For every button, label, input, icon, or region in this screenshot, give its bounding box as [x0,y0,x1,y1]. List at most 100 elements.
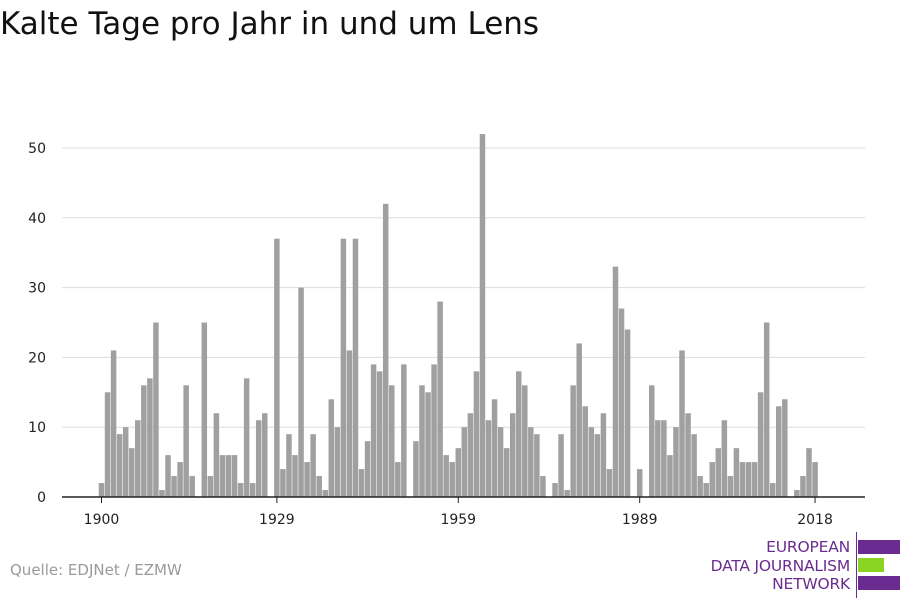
bar [763,322,770,497]
bar [104,392,111,497]
bar [715,448,722,497]
bar [165,455,171,497]
bar [739,462,746,497]
bar [110,350,117,497]
bar [207,476,214,497]
bar [298,287,304,497]
bar [552,483,558,497]
bar [503,448,510,497]
bar [219,455,226,497]
bar [189,476,195,497]
bar [540,476,546,497]
bar [177,462,183,497]
bar [395,462,401,497]
bar [286,434,292,497]
bar [213,413,220,497]
logo-line-3: NETWORK [772,575,850,593]
bar [528,427,534,497]
bars [98,134,818,498]
bar [171,476,177,497]
bar [437,301,443,497]
bar [751,462,758,497]
bar [304,462,310,497]
bar [249,483,256,497]
y-tick-label: 20 [28,350,46,366]
bar [812,462,818,497]
bar [612,266,619,497]
bar [262,413,268,497]
bar [497,427,504,497]
y-tick-label: 30 [28,281,46,297]
bar [340,238,347,498]
bar [128,448,135,497]
bar [757,392,764,497]
bar [141,385,147,497]
bar [576,343,582,497]
bar [473,371,480,497]
bar [225,455,232,497]
edjnet-logo: EUROPEAN DATA JOURNALISM NETWORK [680,528,900,600]
bar [806,448,812,497]
x-tick-label: 1900 [84,512,120,528]
bar [534,434,540,497]
bar [370,364,377,497]
bar [201,322,208,497]
bar [588,427,595,497]
bar [582,406,589,497]
bar [624,329,631,497]
bar [776,406,782,497]
x-tick-label: 1929 [259,512,295,528]
x-axis-ticks: 1900 1929 1959 1989 2018 [84,497,833,528]
bar [243,378,250,497]
bar [515,371,522,497]
bar [594,434,601,497]
bar [455,448,462,497]
bar [443,455,449,497]
bar [709,462,715,497]
bar [782,399,788,497]
bar [491,399,498,497]
bar [237,483,244,497]
bar [419,385,425,497]
bar [310,434,316,497]
bar [98,483,105,497]
bar [558,434,564,497]
bar [116,434,123,497]
bar [316,476,322,497]
bar [618,308,625,497]
bar [389,385,395,497]
bar [255,420,262,497]
y-tick-label: 10 [28,420,46,436]
bar [413,441,419,497]
bar [655,420,661,497]
bar [135,420,141,497]
bar [509,413,516,497]
source-note: Quelle: EDJNet / EZMW [10,561,182,579]
bar [485,420,492,497]
bar [769,483,776,497]
chart-title: Kalte Tage pro Jahr in und um Lens [0,6,540,42]
bar [636,469,643,497]
bar [733,448,740,497]
y-axis-ticks: 0 10 20 30 40 50 [28,141,46,506]
bar [721,420,728,497]
bar [794,490,800,497]
bar [274,238,280,498]
bar [461,427,468,497]
bar [358,469,365,497]
logo-divider [856,532,857,598]
bar [401,364,407,497]
bar [522,385,528,497]
bar [703,483,709,497]
bar [667,455,673,497]
logo-line-1: EUROPEAN [766,538,850,556]
x-tick-label: 2018 [797,512,833,528]
bar [183,385,189,497]
gridlines [62,147,865,428]
bar [467,413,474,497]
bar [800,476,806,497]
bar [147,378,153,497]
bar [382,203,389,497]
